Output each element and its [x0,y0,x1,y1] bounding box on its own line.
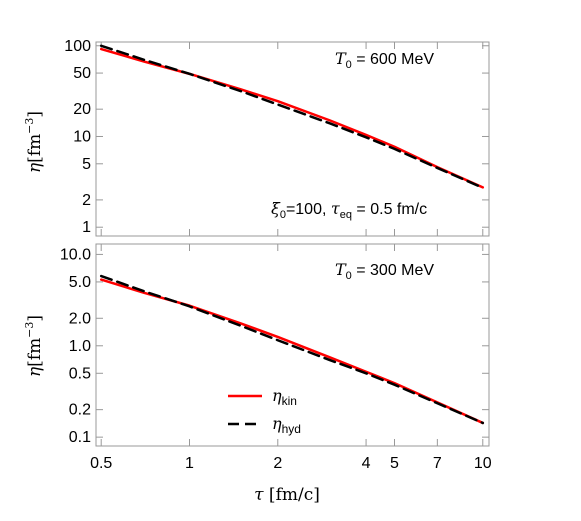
bottom-y-tick-label: 1.0 [69,338,91,355]
top-plot-frame [95,41,490,237]
bottom-y-tick-label: 2.0 [69,310,91,327]
top-y-tick-label: 50 [73,65,91,82]
bottom-temperature-annotation: T0 = 300 MeV [335,260,434,282]
bottom-plot-frame [95,243,490,447]
top-y-tick-label: 100 [64,38,91,55]
x-axis-title: τ [fm/c] [254,485,320,505]
bottom-x-ticks: 0.5 1 2 4 5 7 10 [90,244,492,472]
top-y-tick-label: 1 [82,219,91,236]
bottom-y-tick-label: 10.0 [60,246,91,263]
x-tick-label: 2 [273,455,282,472]
bottom-panel: 0.1 0.2 0.5 1.0 2.0 5.0 10.0 0.5 1 2 4 5 7 10 T0 = 3… [23,243,492,472]
top-y-ticks: 1 2 5 10 20 50 100 [64,38,489,236]
top-y-tick-label: 10 [73,128,91,145]
bottom-y-tick-label: 5.0 [69,274,91,291]
top-y-tick-label: 20 [73,101,91,118]
legend-label-kin: ηkin [272,386,297,408]
legend: ηkin ηhyd [228,386,301,436]
x-tick-label: 1 [185,455,194,472]
top-y-tick-label: 2 [82,192,91,209]
top-parameter-annotation: ξ0=100, τeq = 0.5 fm/c [271,199,427,221]
top-series-hyd-line [99,44,485,190]
bottom-series-hyd-line [99,274,485,425]
top-y-axis-title: η[fm−3] [23,111,45,173]
top-series-kin-line [99,47,485,189]
x-tick-label: 4 [362,455,371,472]
bottom-y-ticks: 0.1 0.2 0.5 1.0 2.0 5.0 10.0 [60,246,489,446]
x-tick-label: 0.5 [90,455,112,472]
x-tick-label: 5 [390,455,399,472]
legend-label-hyd: ηhyd [272,414,301,436]
top-y-tick-label: 5 [82,156,91,173]
bottom-y-tick-label: 0.1 [69,429,91,446]
bottom-y-tick-label: 0.5 [69,365,91,382]
bottom-y-tick-label: 0.2 [69,402,91,419]
top-curves [99,44,485,190]
x-tick-label: 10 [474,455,492,472]
bottom-y-axis-title: η[fm−3] [23,315,45,377]
x-tick-label: 7 [433,455,442,472]
top-panel: 1 2 5 10 20 50 100 T0 = 600 MeV ξ0=100, τeq = … [23,38,490,237]
bottom-curves [99,274,485,425]
top-temperature-annotation: T0 = 600 MeV [335,49,434,71]
